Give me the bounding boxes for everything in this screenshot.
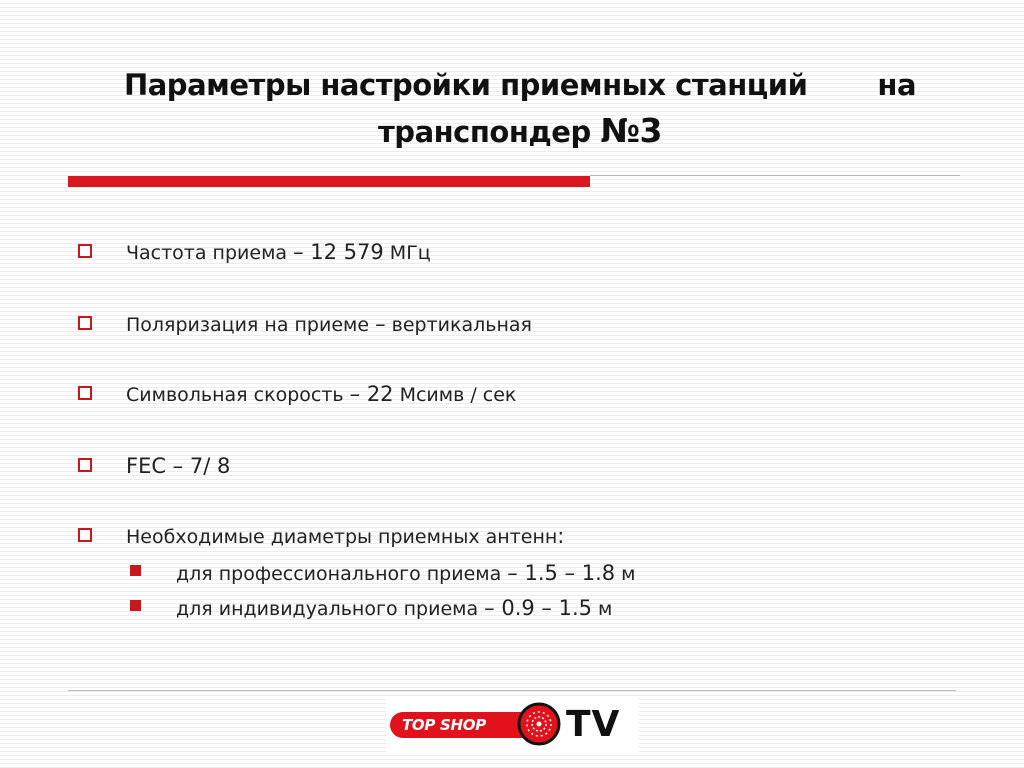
hollow-square-bullet-icon xyxy=(78,528,92,542)
logo-disc-icon xyxy=(517,702,561,746)
title-number: №3 xyxy=(600,111,662,150)
sub-bullet-label: для профессионального приема xyxy=(176,563,508,585)
sub-bullet-text: для индивидуального приема – 0.9 – 1.5 м xyxy=(176,596,612,620)
bullet-text: Частота приема – 12 579 МГц xyxy=(126,240,431,264)
bullet-value: FEC – 7/ 8 xyxy=(126,454,231,478)
sub-bullet-text: для профессионального приема – 1.5 – 1.8… xyxy=(176,561,636,585)
title-text-3: транспондер xyxy=(378,115,591,149)
logo-tv-text: TV xyxy=(566,704,621,745)
footer-divider xyxy=(68,690,956,691)
bullet-text: Символьная скорость – 22 Мсимв / сек xyxy=(126,382,516,406)
bullet-label: Необходимые диаметры приемных антенн xyxy=(126,526,558,548)
bullet-unit: Мсимв / сек xyxy=(393,384,517,406)
sub-bullet-unit: м xyxy=(615,563,636,585)
bullet-text: Поляризация на приеме – вертикальная xyxy=(126,312,532,336)
hollow-square-bullet-icon xyxy=(78,244,92,258)
title-underline-red-bar xyxy=(68,176,590,187)
topshop-tv-logo: TOP SHOP TV xyxy=(386,698,639,754)
title-text-1: Параметры настройки приемных станций xyxy=(123,68,808,102)
slide-title: Параметры настройки приемных станций на т… xyxy=(80,62,960,155)
bullet-value: – 22 xyxy=(349,382,394,406)
bullet-unit: МГц xyxy=(383,242,431,264)
sub-bullet-unit: м xyxy=(591,598,613,620)
title-text-2: на xyxy=(877,68,917,102)
bullet-value: – 12 579 xyxy=(293,240,384,264)
sub-bullet-value: – 0.9 – 1.5 xyxy=(484,596,592,620)
bullet-label: Поляризация на приеме xyxy=(126,314,376,336)
sub-bullet-value: – 1.5 – 1.8 xyxy=(507,561,616,585)
title-line-2: транспондер №3 xyxy=(80,108,960,155)
sub-bullet-label: для индивидуального приема xyxy=(176,598,485,620)
hollow-square-bullet-icon xyxy=(78,316,92,330)
hollow-square-bullet-icon xyxy=(78,386,92,400)
bullet-label: Символьная скорость xyxy=(126,384,350,406)
filled-square-bullet-icon xyxy=(130,600,141,611)
filled-square-bullet-icon xyxy=(130,565,141,576)
bullet-label: Частота приема xyxy=(126,242,294,264)
bullet-colon: : xyxy=(557,524,565,548)
title-line-1: Параметры настройки приемных станций на xyxy=(80,62,960,108)
bullet-text: FEC – 7/ 8 xyxy=(126,454,230,478)
logo-brand-pill: TOP SHOP xyxy=(390,712,526,738)
hollow-square-bullet-icon xyxy=(78,458,92,472)
bullet-dash: – xyxy=(375,312,386,336)
bullet-text: Необходимые диаметры приемных антенн: xyxy=(126,524,564,548)
logo-brand-text: TOP SHOP xyxy=(402,716,486,734)
title-underline-thin-line xyxy=(590,175,960,176)
bullet-value: вертикальная xyxy=(385,314,532,336)
